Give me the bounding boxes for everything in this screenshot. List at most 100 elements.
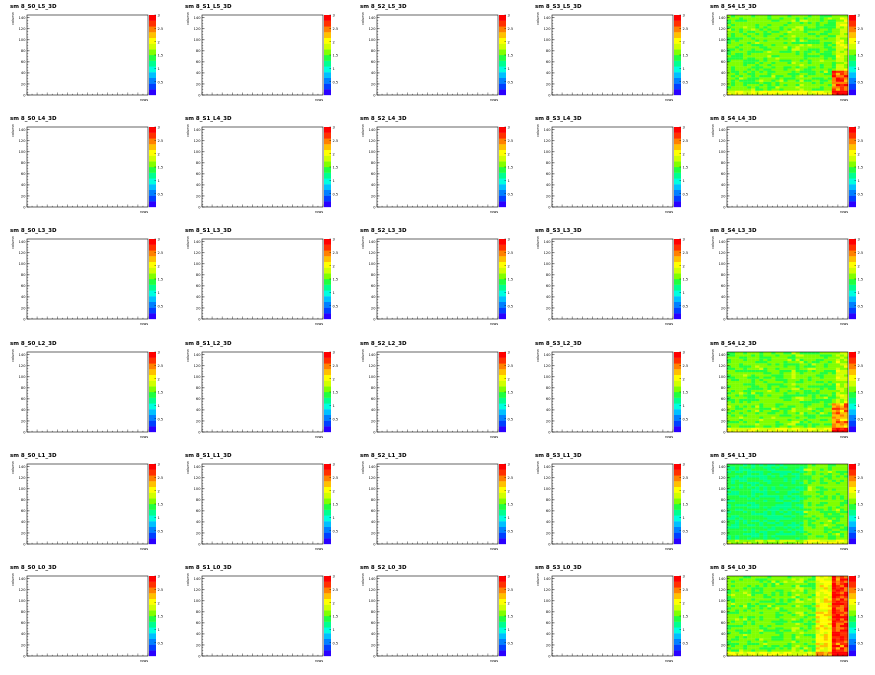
colorbar-segment	[849, 363, 856, 370]
colorbar-segment	[324, 475, 331, 482]
heatmap-cell	[783, 526, 788, 529]
heatmap-cell	[811, 39, 816, 42]
heatmap-cell	[811, 63, 816, 67]
heatmap-cell	[759, 524, 764, 527]
z-tick-label: 2.5	[858, 364, 864, 368]
heatmap-cell	[811, 383, 816, 386]
heatmap-cell	[827, 72, 833, 76]
heatmap-cell	[799, 356, 804, 359]
z-tick-label: 2.5	[333, 476, 339, 480]
heatmap-cell	[839, 354, 845, 357]
colorbar-segment	[149, 509, 156, 516]
heatmap-cell	[807, 15, 812, 18]
heatmap-cell	[775, 530, 780, 534]
colorbar-segment	[149, 420, 156, 427]
heatmap-cell	[803, 70, 808, 73]
heatmap-cell	[767, 541, 772, 545]
heatmap-cell	[827, 394, 833, 397]
heatmap-cell	[783, 414, 788, 417]
y-tick-label: 40	[721, 183, 726, 187]
heatmap-cell	[727, 416, 732, 419]
colorbar-segment	[499, 409, 506, 415]
heatmap-cell	[827, 405, 833, 408]
colorbar-segment	[149, 155, 156, 162]
heatmap-cell	[843, 70, 849, 73]
heatmap-cell	[771, 75, 776, 78]
heatmap-cell	[727, 414, 732, 417]
heatmap-cell	[743, 354, 748, 357]
y-tick-label: 80	[721, 161, 726, 165]
heatmap-cell	[739, 524, 744, 527]
heatmap-cell	[727, 358, 732, 362]
heatmap-cell	[775, 532, 780, 536]
heatmap-cell	[731, 57, 736, 60]
x-axis-title: rows	[140, 435, 149, 439]
heatmap-cell	[835, 90, 841, 93]
heatmap-cell	[735, 70, 740, 73]
heatmap-cell	[739, 387, 744, 390]
heatmap-cell	[759, 92, 764, 96]
heatmap-cell	[839, 43, 845, 47]
colorbar-segment	[499, 77, 506, 84]
heatmap-cell	[823, 32, 828, 36]
heatmap-cell	[743, 92, 748, 96]
heatmap-cell	[759, 420, 764, 424]
heatmap-cell	[811, 57, 816, 60]
heatmap-cell	[795, 416, 800, 419]
heatmap-cell	[767, 537, 772, 540]
z-tick-label: 2.5	[508, 476, 514, 480]
heatmap-cell	[843, 68, 849, 71]
z-tick-label: 1	[858, 404, 860, 408]
heatmap-cell	[827, 416, 833, 419]
heatmap-cell	[787, 530, 792, 534]
heatmap-cell	[739, 532, 744, 536]
colorbar-segment	[674, 374, 681, 381]
heatmap-cell	[787, 367, 792, 370]
z-tick-label: 1.5	[508, 391, 514, 395]
y-tick-label: 120	[719, 364, 727, 368]
colorbar-segment	[324, 267, 331, 274]
heatmap-cell	[783, 385, 788, 388]
colorbar-segment	[849, 66, 856, 73]
colorbar-segment	[499, 296, 506, 302]
heatmap-cell	[831, 387, 837, 390]
heatmap-cell	[791, 43, 796, 47]
heatmap-cell	[831, 77, 837, 80]
heatmap-cell	[843, 90, 849, 93]
heatmap-cell	[831, 372, 837, 375]
heatmap-cell	[767, 392, 772, 395]
colorbar-segment	[149, 409, 156, 415]
heatmap-cell	[731, 66, 736, 69]
heatmap-cell	[823, 61, 828, 65]
heatmap-cell	[727, 407, 732, 410]
heatmap-cell	[795, 52, 800, 56]
heatmap-cell	[735, 512, 740, 516]
heatmap-cell	[759, 425, 764, 428]
heatmap-cell	[791, 407, 796, 410]
heatmap-cell	[787, 48, 792, 51]
heatmap-cell	[799, 396, 804, 399]
heatmap-cell	[811, 21, 816, 25]
heatmap-cell	[743, 70, 748, 73]
heatmap-cell	[815, 61, 820, 65]
heatmap-cell	[835, 528, 841, 531]
heatmap-cell	[839, 394, 845, 397]
heatmap-cell	[835, 369, 841, 373]
y-tick-label: 140	[19, 465, 27, 469]
heatmap-cell	[823, 21, 828, 25]
heatmap-cell	[739, 425, 744, 428]
colorbar-segment	[324, 498, 331, 505]
panel-title: sm 8_S0_L1_3D	[10, 453, 57, 459]
y-tick-label: 0	[548, 205, 551, 209]
colorbar-segment	[324, 37, 331, 44]
heatmap-cell	[815, 369, 820, 373]
y-tick-label: 100	[719, 375, 727, 379]
heatmap-cell	[791, 539, 796, 542]
heatmap-cell	[815, 526, 820, 529]
heatmap-cell	[823, 35, 828, 38]
heatmap-cell	[795, 41, 800, 45]
heatmap-cell	[815, 57, 820, 60]
heatmap-cell	[755, 519, 760, 522]
heatmap-cell	[767, 356, 772, 359]
heatmap-cell	[839, 356, 845, 359]
